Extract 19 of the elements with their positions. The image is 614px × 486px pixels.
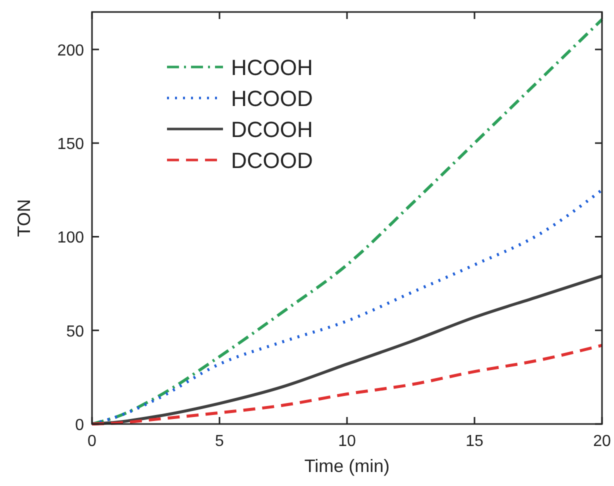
line-series xyxy=(90,344,604,426)
legend-label: HCOOH xyxy=(231,55,313,80)
y-axis-title: TON xyxy=(14,199,34,237)
y-tick-label: 50 xyxy=(66,323,84,340)
legend-label: DCOOH xyxy=(231,117,313,142)
line-series xyxy=(90,18,604,426)
x-tick-label: 15 xyxy=(466,433,484,450)
x-tick-label: 0 xyxy=(88,433,97,450)
y-tick-label: 100 xyxy=(57,230,84,247)
x-axis-title: Time (min) xyxy=(304,456,390,476)
legend-label: HCOOD xyxy=(231,86,313,111)
x-tick-label: 10 xyxy=(338,433,356,450)
x-tick-label: 5 xyxy=(215,433,224,450)
y-tick-label: 150 xyxy=(57,136,84,154)
line-series xyxy=(90,188,604,426)
legend-label: DCOOD xyxy=(231,148,313,173)
y-tick-label: 0 xyxy=(75,417,84,434)
x-tick-label: 20 xyxy=(593,433,611,450)
y-tick-label: 200 xyxy=(57,42,84,60)
